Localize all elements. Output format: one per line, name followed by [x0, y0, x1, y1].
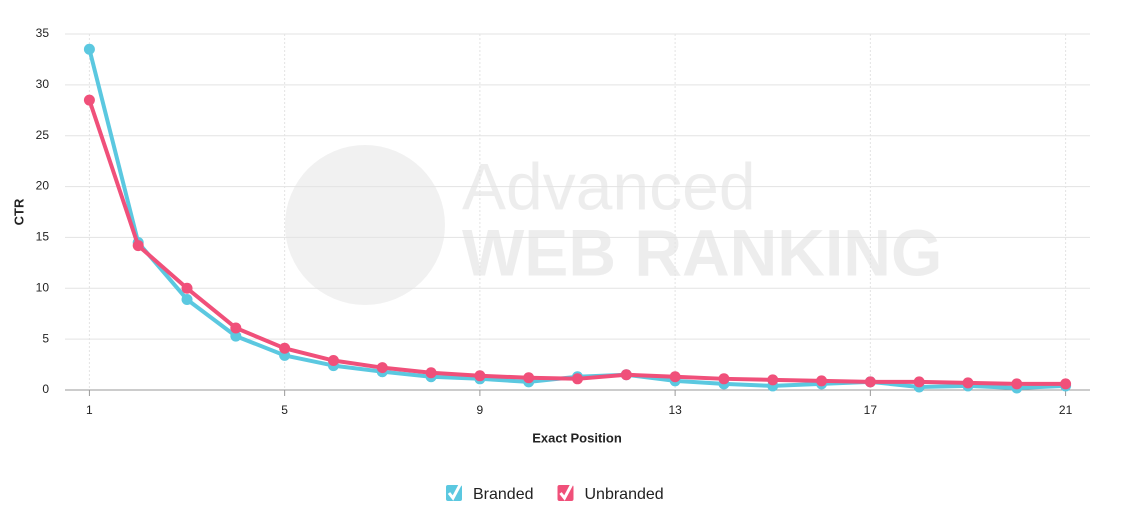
data-point [83, 94, 95, 106]
data-point [83, 43, 95, 55]
y-tick-label: 25 [36, 128, 50, 142]
data-point [816, 375, 828, 387]
y-tick-label: 35 [36, 26, 50, 40]
y-axis-label: CTR [11, 198, 26, 225]
legend-check [447, 482, 463, 501]
data-point [132, 240, 144, 252]
watermark-text: WEB RANKING [462, 215, 942, 289]
x-tick-label: 13 [668, 403, 682, 417]
y-tick-label: 5 [42, 331, 49, 345]
data-point [864, 376, 876, 388]
data-point [230, 322, 242, 334]
y-tick-label: 30 [36, 77, 50, 91]
x-tick-label: 9 [477, 403, 484, 417]
data-point [376, 362, 388, 374]
x-tick-label: 21 [1059, 403, 1073, 417]
data-point [425, 367, 437, 379]
legend-item[interactable]: Branded [446, 482, 534, 503]
y-tick-label: 0 [42, 382, 49, 396]
data-point [279, 342, 291, 354]
data-point [962, 377, 974, 389]
data-point [718, 373, 730, 385]
data-point [572, 373, 583, 385]
data-point [474, 370, 486, 382]
data-point [181, 282, 193, 294]
y-tick-label: 15 [36, 230, 50, 244]
data-point [327, 355, 339, 367]
y-tick-label: 20 [36, 179, 50, 193]
data-point [1060, 378, 1072, 390]
data-point [230, 330, 242, 342]
x-tick-label: 1 [86, 403, 93, 417]
x-tick-label: 5 [281, 403, 288, 417]
data-point [181, 293, 193, 305]
data-point [620, 369, 632, 381]
y-tick-label: 10 [36, 280, 50, 294]
data-point [669, 371, 681, 383]
data-point [523, 372, 535, 384]
watermark-globe [285, 145, 445, 305]
data-point [913, 376, 925, 388]
x-tick-label: 17 [864, 403, 878, 417]
legend-check [559, 482, 574, 501]
legend-label[interactable]: Branded [473, 486, 534, 503]
x-axis-label: Exact Position [532, 430, 622, 445]
data-point [1011, 378, 1023, 390]
legend-item[interactable]: Unbranded [557, 482, 664, 503]
watermark: Advanced WEB RANKING [285, 145, 942, 305]
legend-label[interactable]: Unbranded [585, 486, 664, 503]
data-point [767, 374, 779, 386]
